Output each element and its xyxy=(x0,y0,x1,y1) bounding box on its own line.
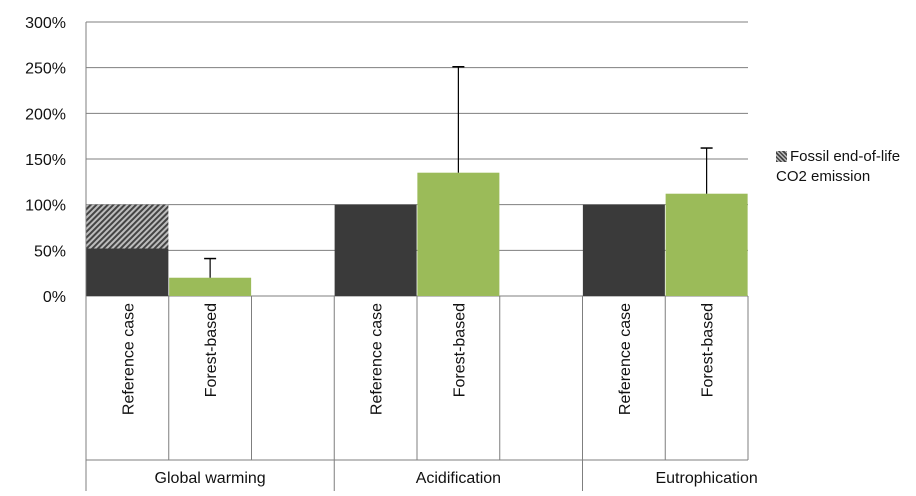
bar-reference-case xyxy=(582,204,665,296)
y-tick-label: 200% xyxy=(25,106,66,123)
legend: Fossil end-of-life CO2 emission xyxy=(776,147,916,187)
category-label: Forest-based xyxy=(203,303,220,397)
category-label: Forest-based xyxy=(451,303,468,397)
category-label: Reference case xyxy=(617,303,634,415)
bar-forest-based xyxy=(665,193,748,296)
y-tick-label: 300% xyxy=(25,15,66,32)
gridlines xyxy=(85,21,748,491)
category-label: Reference case xyxy=(120,303,137,415)
legend-label: Fossil end-of-life CO2 emission xyxy=(776,148,901,185)
y-axis-ticks: 0% 50% 100% 150% 200% 250% 300% xyxy=(25,15,66,306)
bar-forest-based xyxy=(169,277,252,296)
hatch-swatch-icon xyxy=(776,151,787,162)
bar-fossil-end-of-life xyxy=(86,204,169,249)
y-tick-label: 50% xyxy=(34,243,66,260)
category-label: Forest-based xyxy=(700,303,717,397)
y-tick-label: 100% xyxy=(25,198,66,215)
bar-forest-based xyxy=(417,172,500,296)
bars xyxy=(86,66,748,296)
y-tick-label: 0% xyxy=(43,289,66,306)
y-tick-label: 150% xyxy=(25,152,66,169)
category-axis: Reference case Forest-based Global warming… xyxy=(86,296,758,491)
category-label: Reference case xyxy=(369,303,386,415)
group-label: Global warming xyxy=(155,470,266,487)
group-label: Eutrophication xyxy=(655,470,757,487)
y-tick-label: 250% xyxy=(25,61,66,78)
bar-reference-case xyxy=(334,204,417,296)
group-label: Acidification xyxy=(416,470,501,487)
bar-reference-case xyxy=(86,248,169,296)
